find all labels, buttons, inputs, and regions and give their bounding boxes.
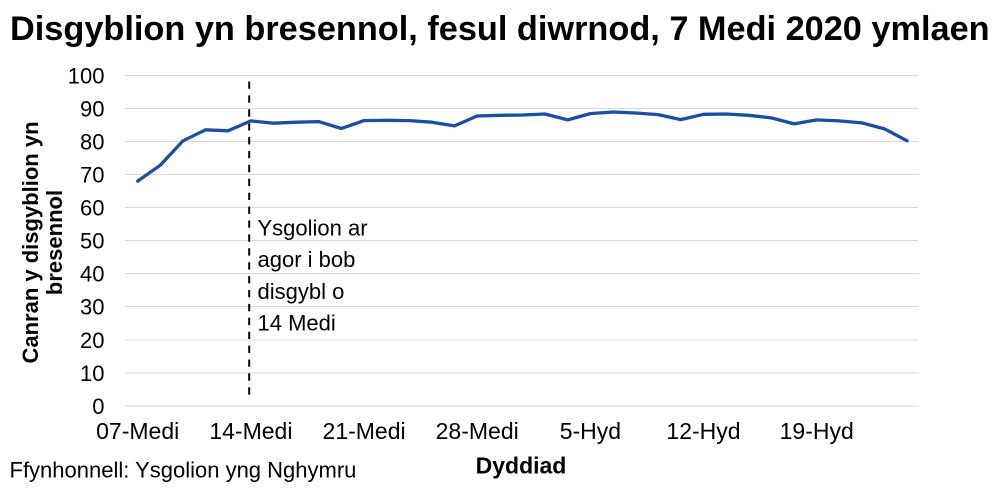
svg-text:60: 60 bbox=[80, 196, 104, 221]
svg-text:Ysgolion ar: Ysgolion ar bbox=[258, 216, 368, 241]
svg-text:90: 90 bbox=[80, 96, 104, 121]
svg-text:agor i bob: agor i bob bbox=[258, 247, 356, 272]
svg-text:80: 80 bbox=[80, 129, 104, 154]
svg-text:14 Medi: 14 Medi bbox=[258, 311, 336, 336]
svg-text:28-Medi: 28-Medi bbox=[436, 418, 519, 444]
svg-text:10: 10 bbox=[80, 361, 104, 386]
svg-text:50: 50 bbox=[80, 229, 104, 254]
svg-text:40: 40 bbox=[80, 262, 104, 287]
svg-text:disgybl o: disgybl o bbox=[258, 279, 345, 304]
svg-text:14-Medi: 14-Medi bbox=[209, 418, 292, 444]
svg-text:07-Medi: 07-Medi bbox=[96, 418, 179, 444]
svg-text:12-Hyd: 12-Hyd bbox=[666, 418, 740, 444]
svg-text:30: 30 bbox=[80, 295, 104, 320]
svg-text:Disgyblion yn bresennol, fesul: Disgyblion yn bresennol, fesul diwrnod, … bbox=[10, 10, 990, 48]
svg-text:bresennol: bresennol bbox=[42, 190, 67, 295]
svg-text:19-Hyd: 19-Hyd bbox=[780, 418, 854, 444]
svg-text:21-Medi: 21-Medi bbox=[323, 418, 406, 444]
svg-text:20: 20 bbox=[80, 328, 104, 353]
svg-text:Dyddiad: Dyddiad bbox=[476, 453, 567, 479]
svg-text:Canran y disgyblion yn: Canran y disgyblion yn bbox=[18, 121, 43, 363]
svg-text:Ffynhonnell: Ysgolion yng Nghy: Ffynhonnell: Ysgolion yng Nghymru bbox=[10, 457, 357, 482]
svg-text:100: 100 bbox=[68, 63, 105, 88]
svg-text:5-Hyd: 5-Hyd bbox=[560, 418, 621, 444]
svg-text:70: 70 bbox=[80, 163, 104, 188]
svg-text:0: 0 bbox=[92, 394, 104, 419]
